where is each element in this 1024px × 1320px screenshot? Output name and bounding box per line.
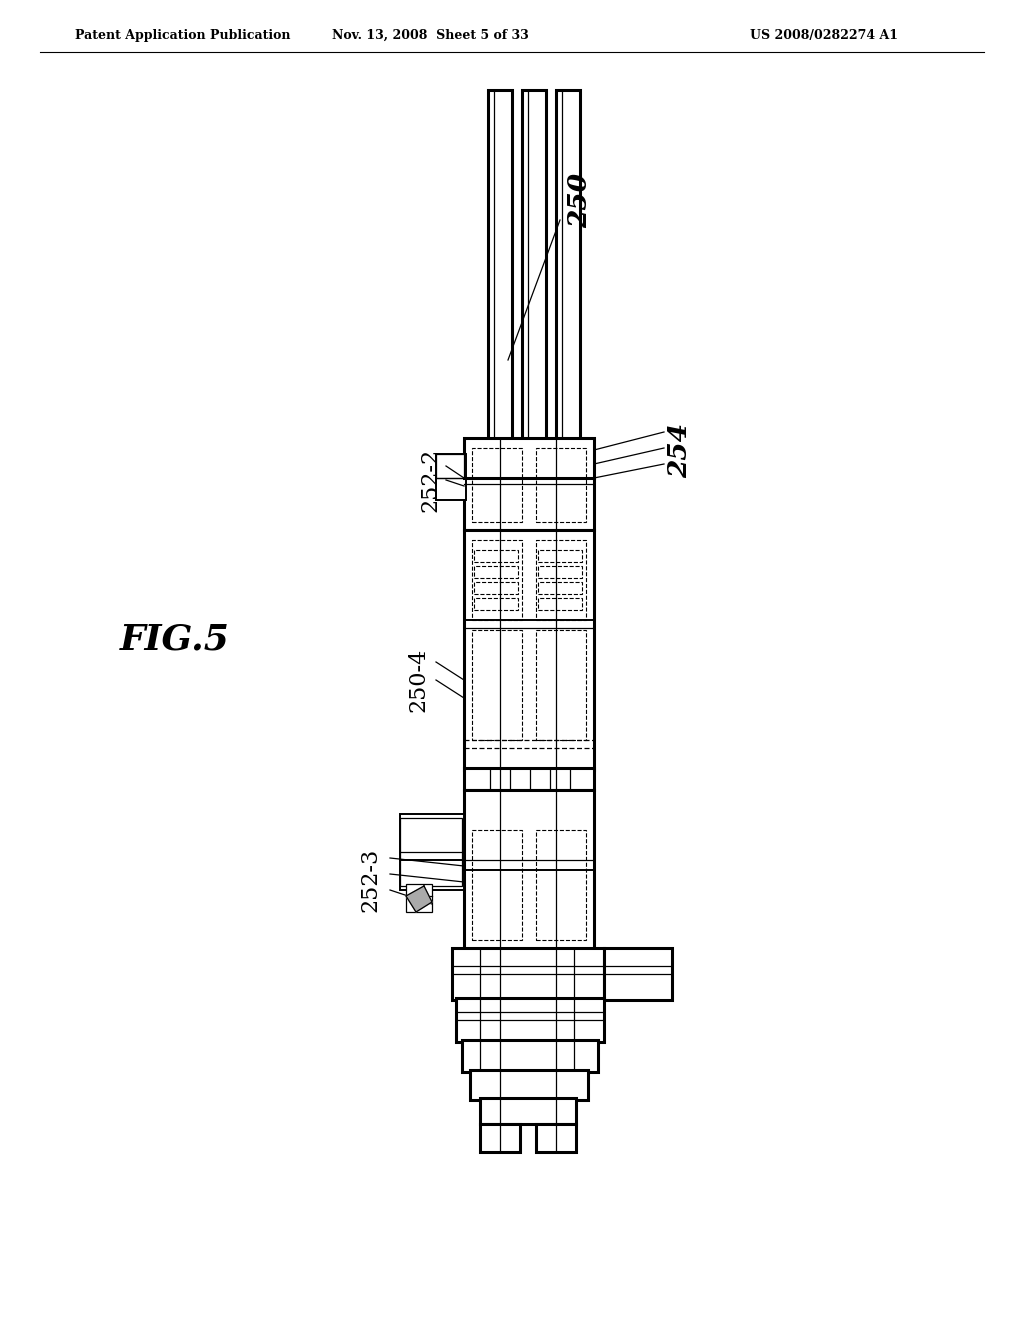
Bar [436,454,466,500]
Bar [522,90,546,440]
Polygon shape [406,886,432,912]
Bar [558,789,574,804]
Text: 250-4: 250-4 [407,648,429,711]
Bar [464,531,594,770]
Bar [538,550,582,562]
Bar [536,630,586,741]
Bar [492,789,508,804]
Bar [474,598,518,610]
Bar [436,454,464,478]
Bar [472,830,522,940]
Bar [472,630,522,741]
Bar [470,789,486,804]
Text: 252-2: 252-2 [419,447,441,512]
Bar [536,540,586,620]
Bar [474,550,518,562]
Bar [556,90,580,440]
Bar [464,789,594,950]
Bar [474,582,518,594]
Text: Nov. 13, 2008  Sheet 5 of 33: Nov. 13, 2008 Sheet 5 of 33 [332,29,528,41]
Bar [488,90,512,440]
Text: FIG.5: FIG.5 [120,623,230,657]
Bar [462,1040,598,1072]
Text: 254: 254 [668,422,692,478]
Bar [578,789,592,804]
Bar [456,998,604,1041]
Text: 250: 250 [567,173,593,227]
Bar [538,566,582,578]
Bar [470,1071,588,1100]
Bar [514,789,530,804]
Bar [538,598,582,610]
Bar [536,447,586,521]
Text: 252-3: 252-3 [359,847,381,912]
Bar [474,566,518,578]
Text: US 2008/0282274 A1: US 2008/0282274 A1 [750,29,898,41]
Bar [472,447,522,521]
Text: Patent Application Publication: Patent Application Publication [75,29,291,41]
Bar [480,1098,575,1125]
Bar [472,540,522,620]
Bar [536,830,586,940]
Bar [538,582,582,594]
Bar [406,884,432,912]
Bar [452,948,604,1001]
Bar [464,768,594,789]
Bar [536,789,552,804]
Bar [536,1125,575,1152]
Bar [464,438,594,531]
Bar [480,1125,520,1152]
Bar [400,814,464,890]
Bar [604,948,672,1001]
Bar [400,818,462,886]
